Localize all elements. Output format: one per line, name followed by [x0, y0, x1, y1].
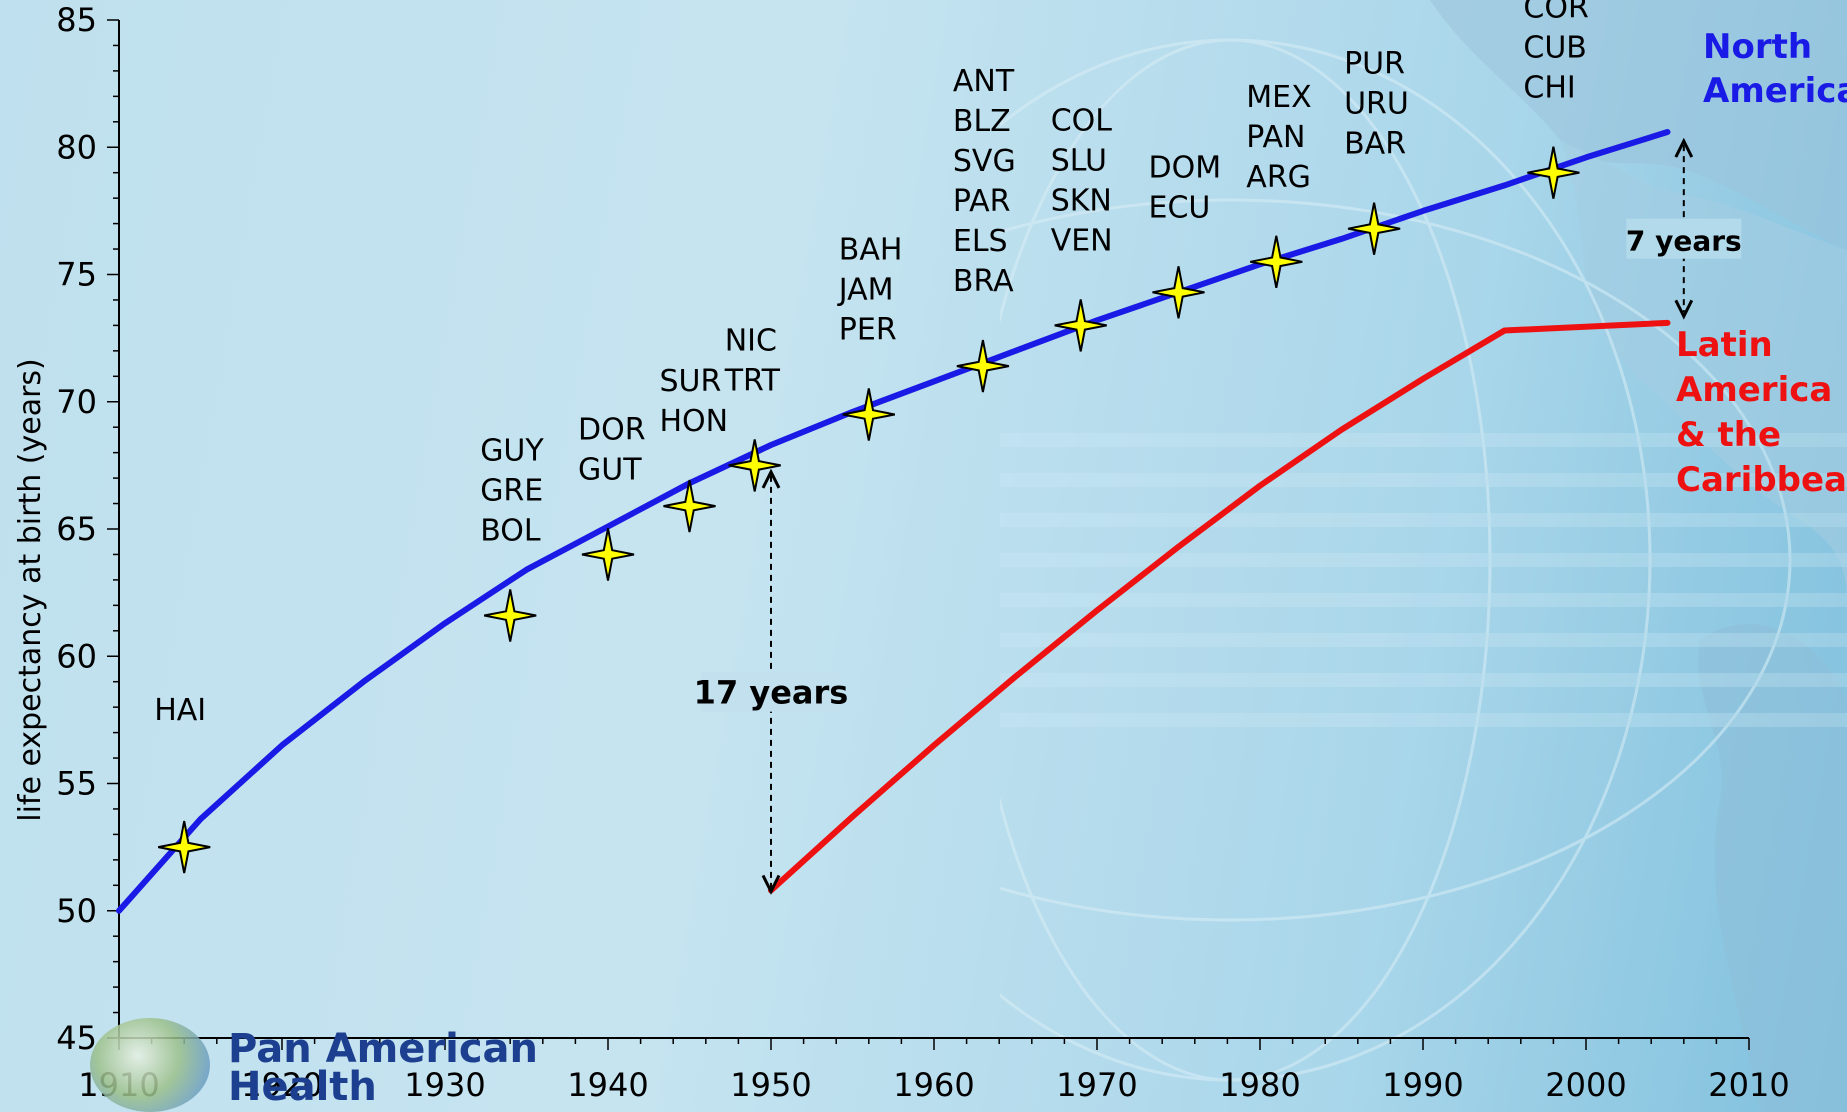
latin-america-line — [768, 319, 1671, 894]
north-america-label: North — [1703, 27, 1812, 67]
y-tick-label: 70 — [56, 383, 97, 421]
milestone-star-icon — [158, 820, 211, 874]
gap-annotations: 17 years 7 years — [694, 137, 1742, 895]
country-code-label: BLZ — [953, 104, 1011, 139]
y-tick-label: 60 — [56, 637, 97, 675]
axes: 4550556065707580851910192019301940195019… — [56, 1, 1789, 1104]
country-code-label: ECU — [1149, 190, 1211, 225]
y-tick-label: 75 — [56, 256, 97, 294]
y-axis-label: life expectancy at birth (years) — [13, 358, 48, 822]
milestone-star-icon — [663, 479, 716, 533]
country-code-label: VEN — [1051, 223, 1113, 258]
gap-2006-label-bg — [1626, 218, 1742, 259]
country-code-label: DOR — [578, 412, 646, 447]
x-tick-label: 1970 — [1056, 1066, 1137, 1104]
country-code-label: ARG — [1246, 160, 1311, 195]
gap-2006-arrow-head-down — [1674, 299, 1694, 320]
series-lines — [116, 129, 1671, 914]
latin-america-label: & the — [1676, 415, 1781, 455]
x-tick-label: 1940 — [567, 1066, 648, 1104]
country-code-label: ANT — [953, 64, 1015, 99]
milestone-star-icon — [1347, 202, 1401, 255]
milestone-star-icon — [956, 339, 1010, 393]
x-tick-label: 1980 — [1219, 1066, 1300, 1104]
pan-american-health-logo: Pan American Health — [228, 1026, 539, 1110]
country-code-label: SKN — [1051, 183, 1112, 218]
country-code-label: PUR — [1344, 47, 1405, 82]
milestone-star-icon — [581, 528, 635, 581]
country-code-label: BRA — [953, 264, 1014, 299]
logo-line1: Pan American — [228, 1026, 539, 1072]
country-code-label: HON — [660, 404, 729, 439]
milestone-star-icon — [1152, 266, 1205, 319]
y-tick-label: 50 — [56, 892, 97, 930]
country-labels: HAI GUY GRE BOL DOR GUT SUR HON NIC TRT BAH JAM PER A… — [154, 0, 1589, 728]
x-tick-label: 1950 — [730, 1066, 811, 1104]
country-code-label: JAM — [837, 272, 894, 307]
country-code-label: COL — [1051, 103, 1113, 138]
country-code-label: COR — [1523, 0, 1588, 26]
y-tick-label: 65 — [56, 510, 97, 548]
x-tick-label: 1930 — [404, 1066, 485, 1104]
y-tick-label: 85 — [56, 1, 97, 39]
milestone-star-icon — [842, 388, 895, 441]
country-code-label: BAH — [839, 232, 903, 267]
country-code-label: NIC — [725, 323, 777, 358]
latin-america-label: Caribbean — [1676, 460, 1847, 500]
y-tick-label: 80 — [56, 128, 97, 166]
gap-1950-arrow-head-up — [761, 468, 781, 489]
x-tick-label: 1990 — [1382, 1066, 1463, 1104]
country-code-label: HAI — [154, 693, 206, 728]
milestone-star-icon — [1250, 235, 1303, 288]
country-code-label: TRT — [724, 363, 781, 398]
x-tick-label: 1920 — [241, 1066, 322, 1104]
country-code-label: PAR — [953, 184, 1011, 219]
country-code-label: DOM — [1149, 150, 1222, 185]
milestone-stars — [158, 146, 1580, 874]
gap-1950-label-bg — [701, 671, 841, 712]
gap-1950-arrow-head-down — [761, 874, 781, 895]
x-tick-label: 2010 — [1708, 1066, 1789, 1104]
country-code-label: SVG — [953, 144, 1016, 179]
latin-america-label: Latin — [1676, 325, 1773, 365]
country-code-label: GUT — [578, 452, 642, 487]
y-tick-label: 45 — [56, 1019, 97, 1057]
latin-america-label: America — [1676, 370, 1832, 410]
gap-1950-label: 17 years — [694, 674, 849, 712]
milestone-star-icon — [1527, 146, 1580, 199]
country-code-label: URU — [1344, 87, 1409, 122]
logo-globe-icon — [90, 1018, 210, 1112]
x-tick-label: 1960 — [893, 1066, 974, 1104]
gap-2006-label: 7 years — [1626, 225, 1742, 258]
country-code-label: MEX — [1246, 80, 1311, 115]
country-code-label: CUB — [1523, 31, 1587, 66]
north-america-label: America — [1703, 71, 1847, 111]
gap-2006-arrow-head-up — [1674, 137, 1694, 158]
milestone-star-icon — [1054, 299, 1107, 352]
country-code-label: CHI — [1523, 71, 1575, 106]
milestone-star-icon — [728, 439, 781, 492]
country-code-label: GRE — [480, 474, 543, 509]
country-code-label: ELS — [953, 224, 1008, 259]
country-code-label: SUR — [660, 364, 722, 399]
country-code-label: GUY — [480, 434, 544, 469]
x-tick-label: 2000 — [1545, 1066, 1626, 1104]
country-code-label: SLU — [1051, 143, 1107, 178]
north-america-line — [116, 129, 1671, 914]
country-code-label: BAR — [1344, 127, 1406, 162]
country-code-label: BOL — [480, 514, 541, 549]
y-tick-label: 55 — [56, 765, 97, 803]
milestone-star-icon — [484, 589, 537, 642]
logo-line2: Health — [228, 1064, 377, 1110]
country-code-label: PER — [839, 312, 897, 347]
country-code-label: PAN — [1246, 120, 1305, 155]
